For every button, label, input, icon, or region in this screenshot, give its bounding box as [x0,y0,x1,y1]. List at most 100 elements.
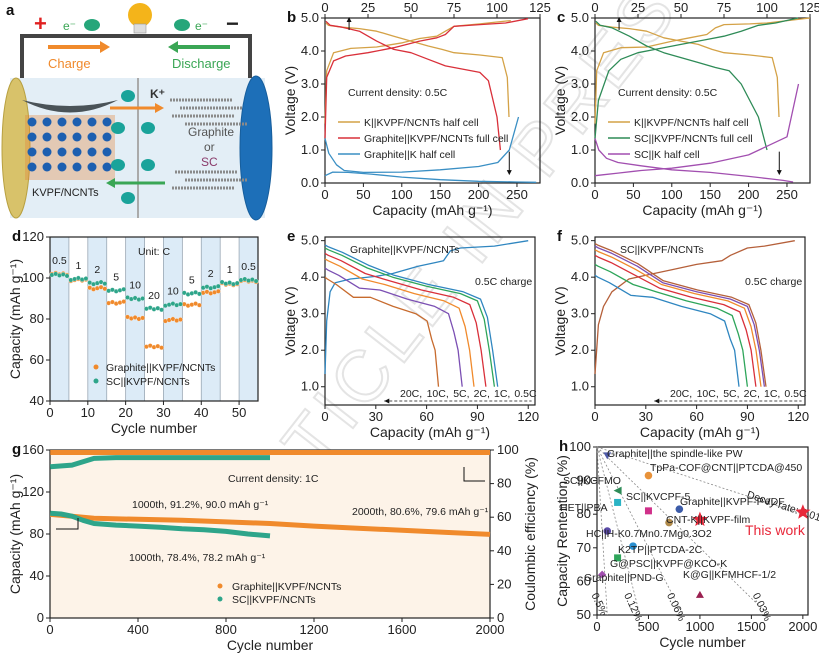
triangle-marker [613,486,622,495]
legend-marker [217,583,223,589]
y-axis-label: Voltage (V) [282,66,298,135]
series-line-1 [324,19,511,124]
anode-label-graphite: Graphite [188,125,234,139]
panel-letter-d: d [12,228,21,245]
legend-label: SC||K half cell [634,149,700,161]
x-tick-label: 150 [699,187,721,202]
top-x-tick-label: 125 [529,0,551,15]
data-point [159,307,164,313]
top-x-tick-label: 25 [361,0,375,15]
arrow-head [616,17,622,22]
rate-legend-label: 1C, [764,388,780,400]
x-tick-label: 250 [776,187,798,202]
legend-label: SC||KVPF/NCNTs [106,376,190,388]
point-label: TpPa-COF@CNT||PTCDA@450 [650,462,802,474]
rate-legend-label: 0.5C [784,388,807,400]
y-tick-label: 40 [30,393,44,408]
y-tick-label: 3.0 [301,76,319,91]
data-point [234,280,240,286]
triangle-marker [695,590,704,598]
discharge-curve-2C [324,252,487,387]
data-point [197,291,202,297]
point-label: Graphite||the spindle-like PW [607,448,743,460]
y-tick-label: 5.0 [301,233,319,248]
data-point [121,286,127,292]
square-marker [614,498,622,506]
charge-curve [324,240,529,375]
data-point [253,278,259,284]
y-tick-label: 4.0 [571,43,589,58]
anode-label-or: or [204,140,215,154]
vanadium-octahedron-icon [72,132,82,142]
x-tick-label: 200 [468,187,490,202]
circuit-wire [20,34,252,78]
potassium-ion-icon [121,90,135,102]
point-label: Graphite||PND-G [584,572,664,584]
x-tick-label: 0 [46,622,53,637]
legend-label: Graphite||KVPF/NCNTs [106,362,215,374]
vanadium-octahedron-icon [42,117,52,127]
electron-icon-left [84,19,100,31]
series-line-2 [325,20,502,151]
discharge-curve-10C [324,267,463,387]
y-tick-label: 5.0 [571,10,589,25]
rate-legend-label: 2C, [744,388,760,400]
x-tick-label: 400 [127,622,149,637]
discharge-curve-10C [594,263,749,387]
panel-a-schematic: a + − e⁻ e⁻ Charge Discharge KVPF/NCNTs … [1,2,273,221]
x-tick-label: 500 [638,619,660,634]
annotation: Current density: 0.5C [618,87,718,99]
arrow-head [506,170,512,176]
y-tick-label: 80 [30,526,44,541]
square-marker [644,507,652,515]
cnt-network [22,100,118,113]
triangle-marker [603,452,612,460]
legend-label: K||KVPF/NCNTs half cell [364,117,479,129]
x-tick-label: 0 [46,405,53,420]
plot-frame [324,236,536,406]
y-tick-label: 0.0 [571,175,589,190]
y-tick-label: 0 [37,610,44,625]
potassium-ions [111,90,155,204]
potassium-ion-icon [121,192,135,204]
y-axis-label: Capacity (mAh g⁻¹) [7,474,23,594]
discharge-label: Discharge [172,56,231,71]
y-tick-label: 120 [22,229,44,244]
x-tick-label: 0 [591,409,598,424]
x-tick-label: 10 [81,405,95,420]
top-x-tick-label: 125 [799,0,819,15]
vanadium-octahedron-icon [57,132,67,142]
y-tick-label: 2.0 [301,342,319,357]
x-axis-label: Capacity (mAh g⁻¹) [642,202,762,218]
capacity-series-1 [49,511,491,537]
decay-line [596,446,684,616]
vanadium-octahedron-icon [87,117,97,127]
vanadium-octahedron-icon [102,147,112,157]
circle-marker [603,527,612,535]
x-axis-label: Cycle number [111,420,198,436]
y-tick-label: 5.0 [301,10,319,25]
top-x-tick-label: 50 [674,0,688,15]
discharge-curve-0.5C [324,244,499,387]
vanadium-octahedron-icon [27,162,37,172]
y2-axis-label: Coulombic efficiency (%) [522,457,538,611]
x-axis-label: Cycle number [227,637,314,653]
rate-label: 10 [129,280,141,292]
data-point [102,286,108,292]
vanadium-octahedron-icon [42,162,52,172]
x-tick-label: 100 [661,187,683,202]
circle-marker [629,542,637,550]
x-tick-label: 200 [738,187,760,202]
series-line-3 [324,116,520,174]
rate-legend-label: 20C, [400,388,422,400]
plot-frame [594,17,811,184]
panel-c-chart: 0 50 100 150 200 2500.01.02.03.04.05.0Capacit… [552,0,819,218]
graphite-layers [170,98,247,190]
chart-title: Graphite||KVPF/NCNTs [350,244,459,256]
y-tick-label: 80 [577,506,591,521]
vanadium-octahedron-icon [42,132,52,142]
vanadium-octahedron-icon [27,147,37,157]
x-tick-label: 50 [356,187,370,202]
plot-frame [324,17,541,184]
panel-h-chart: 0 500 1000 1500 2000 50 60 70 80 90 100 Cycle numbe… [554,438,819,650]
